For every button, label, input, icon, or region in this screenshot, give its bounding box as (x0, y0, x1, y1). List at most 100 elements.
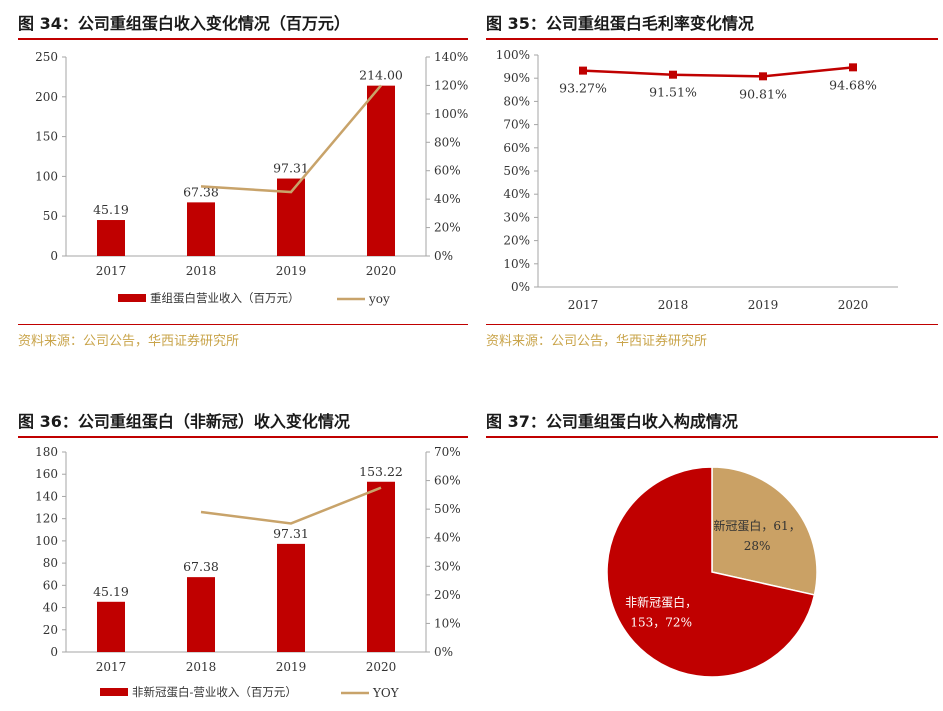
figure-34: 图 34：公司重组蛋白收入变化情况（百万元） 0 50 100 150 200 250 0%… (18, 6, 468, 351)
left-tick-label: 250 (35, 50, 58, 64)
right-tick-label: 20% (434, 221, 461, 235)
pie-slice-label: 153，72% (630, 616, 692, 630)
left-tick-label: 80 (43, 556, 58, 570)
right-tick-label: 40% (434, 531, 461, 545)
bar-data-label: 214.00 (359, 68, 403, 83)
left-tick-label: 10% (503, 257, 530, 271)
right-tick-label: 50% (434, 502, 461, 516)
right-tick-label: 60% (434, 164, 461, 178)
left-tick-label: 140 (35, 489, 58, 503)
left-tick-label: 80% (503, 94, 530, 108)
pie-slice-label: 新冠蛋白，61， (713, 518, 800, 533)
legend-line-label: YOY (372, 686, 400, 700)
left-tick-label: 160 (35, 467, 58, 481)
left-tick-label: 150 (35, 130, 58, 144)
legend-line-label: yoy (368, 292, 390, 306)
figure-35-chart: 0% 10% 20% 30% 40% 50% 60% 70% 80% 90% 100% 2017 201… (496, 48, 898, 312)
right-tick-label: 20% (434, 588, 461, 602)
figure-35: 图 35：公司重组蛋白毛利率变化情况 0% 10% 20% 30% 40% 50% 60% 7… (486, 6, 938, 351)
legend-bar-label: 非新冠蛋白-营业收入（百万元） (132, 685, 297, 699)
bar (277, 543, 305, 652)
figure-34-source: 资料来源：公司公告，华西证券研究所 (18, 334, 240, 349)
left-tick-label: 0 (50, 645, 58, 659)
margin-line (582, 66, 854, 78)
left-tick-label: 50 (43, 209, 58, 223)
x-tick-label: 2019 (276, 264, 307, 278)
legend-bar-swatch (118, 294, 146, 302)
figure-37-chart: 新冠蛋白，61， 28% 非新冠蛋白， 153，72% (606, 466, 818, 678)
x-tick-label: 2017 (96, 660, 127, 674)
figure-34-bottom-rule (18, 324, 468, 325)
line-marker (579, 66, 587, 75)
left-tick-label: 60% (503, 141, 530, 155)
x-tick-label: 2019 (276, 660, 307, 674)
point-data-label: 94.68% (829, 77, 877, 92)
right-tick-label: 0% (434, 645, 453, 659)
right-tick-label: 40% (434, 192, 461, 206)
right-tick-label: 0% (434, 249, 453, 263)
figure-36: 图 36：公司重组蛋白（非新冠）收入变化情况 0 20 40 60 80 100 120 14… (18, 404, 468, 711)
left-tick-label: 70% (503, 118, 530, 132)
figure-37-rule (486, 436, 938, 438)
x-tick-label: 2018 (186, 264, 217, 278)
pie-slice-label: 非新冠蛋白， (625, 595, 697, 610)
bar-data-label: 97.31 (273, 161, 309, 176)
figure-35-title: 图 35：公司重组蛋白毛利率变化情况 (486, 14, 754, 33)
figure-37-title: 图 37：公司重组蛋白收入构成情况 (486, 412, 738, 431)
x-tick-label: 2018 (186, 660, 217, 674)
yoy-line (200, 486, 382, 525)
left-tick-label: 50% (503, 164, 530, 178)
left-tick-label: 20% (503, 234, 530, 248)
x-tick-label: 2020 (366, 264, 397, 278)
left-tick-label: 90% (503, 71, 530, 85)
right-tick-label: 80% (434, 135, 461, 149)
right-tick-label: 60% (434, 474, 461, 488)
line-marker (669, 70, 677, 79)
x-tick-label: 2018 (658, 298, 689, 312)
left-tick-label: 40% (503, 187, 530, 201)
left-tick-label: 0 (50, 249, 58, 263)
figure-36-rule (18, 436, 468, 438)
figure-35-bottom-rule (486, 324, 938, 325)
legend-bar-swatch (100, 688, 128, 696)
right-tick-label: 70% (434, 445, 461, 459)
bar-data-label: 97.31 (273, 526, 309, 541)
point-data-label: 91.51% (649, 85, 697, 100)
left-tick-label: 100% (496, 48, 530, 62)
bar-data-label: 45.19 (93, 202, 129, 217)
left-tick-label: 100 (35, 534, 58, 548)
pie-slice (711, 466, 818, 596)
bar (97, 601, 125, 652)
left-tick-label: 0% (511, 280, 530, 294)
left-tick-label: 180 (35, 445, 58, 459)
figure-36-chart: 0 20 40 60 80 100 120 140 160 180 0% 10% 20% 30% 40% 50… (35, 445, 461, 700)
bar (367, 481, 395, 652)
bar (187, 202, 215, 256)
yoy-line (200, 84, 382, 194)
left-tick-label: 100 (35, 169, 58, 183)
bar-data-label: 153.22 (359, 464, 403, 479)
point-data-label: 93.27% (559, 81, 607, 96)
x-tick-label: 2017 (96, 264, 127, 278)
figure-34-title: 图 34：公司重组蛋白收入变化情况（百万元） (18, 14, 350, 33)
right-tick-label: 30% (434, 559, 461, 573)
bar (97, 220, 125, 256)
x-tick-label: 2020 (366, 660, 397, 674)
figure-34-chart: 0 50 100 150 200 250 0% 20% 40% 60% 80% 100% 120% 140… (35, 50, 468, 306)
right-tick-label: 140% (434, 50, 468, 64)
bar (187, 577, 215, 652)
bar-data-label: 67.38 (183, 559, 219, 574)
line-marker (849, 63, 857, 72)
x-tick-label: 2017 (568, 298, 599, 312)
right-tick-label: 120% (434, 78, 468, 92)
figure-34-rule (18, 38, 468, 40)
pie-slice (606, 466, 816, 678)
point-data-label: 90.81% (739, 86, 787, 101)
bar-data-label: 45.19 (93, 584, 129, 599)
left-tick-label: 200 (35, 90, 58, 104)
left-tick-label: 60 (43, 578, 58, 592)
figure-37: 图 37：公司重组蛋白收入构成情况 新冠蛋白，61， 28% 非新冠蛋白， 153，7… (486, 404, 938, 711)
x-tick-label: 2020 (838, 298, 869, 312)
left-tick-label: 20 (43, 623, 58, 637)
left-tick-label: 30% (503, 210, 530, 224)
